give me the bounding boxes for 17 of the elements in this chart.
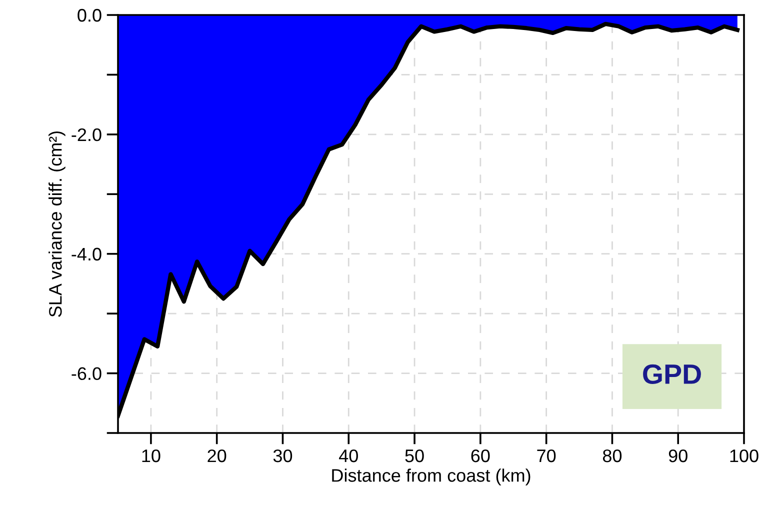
y-tick-label: -6.0	[72, 367, 102, 380]
x-tick-label: 80	[602, 449, 622, 462]
annotation: GPD	[643, 364, 701, 384]
x-tick-label: 10	[142, 449, 160, 462]
y-axis-title: SLA variance diff. (cm²)	[48, 131, 66, 317]
x-tick-label: 50	[405, 449, 424, 462]
x-tick-label: 90	[668, 449, 688, 462]
x-tick-label: 70	[537, 449, 556, 462]
x-tick-label: 40	[339, 449, 358, 462]
x-tick-label: 100	[730, 449, 758, 462]
y-tick-label: 0.0	[78, 8, 102, 22]
x-tick-label: 30	[273, 449, 292, 462]
x-tick-label: 60	[471, 449, 490, 462]
x-tick-label: 20	[208, 449, 226, 462]
x-axis-title: Distance from coast (km)	[332, 468, 530, 486]
y-tick-label: -2.0	[72, 128, 102, 142]
y-tick-label: -4.0	[72, 248, 102, 261]
